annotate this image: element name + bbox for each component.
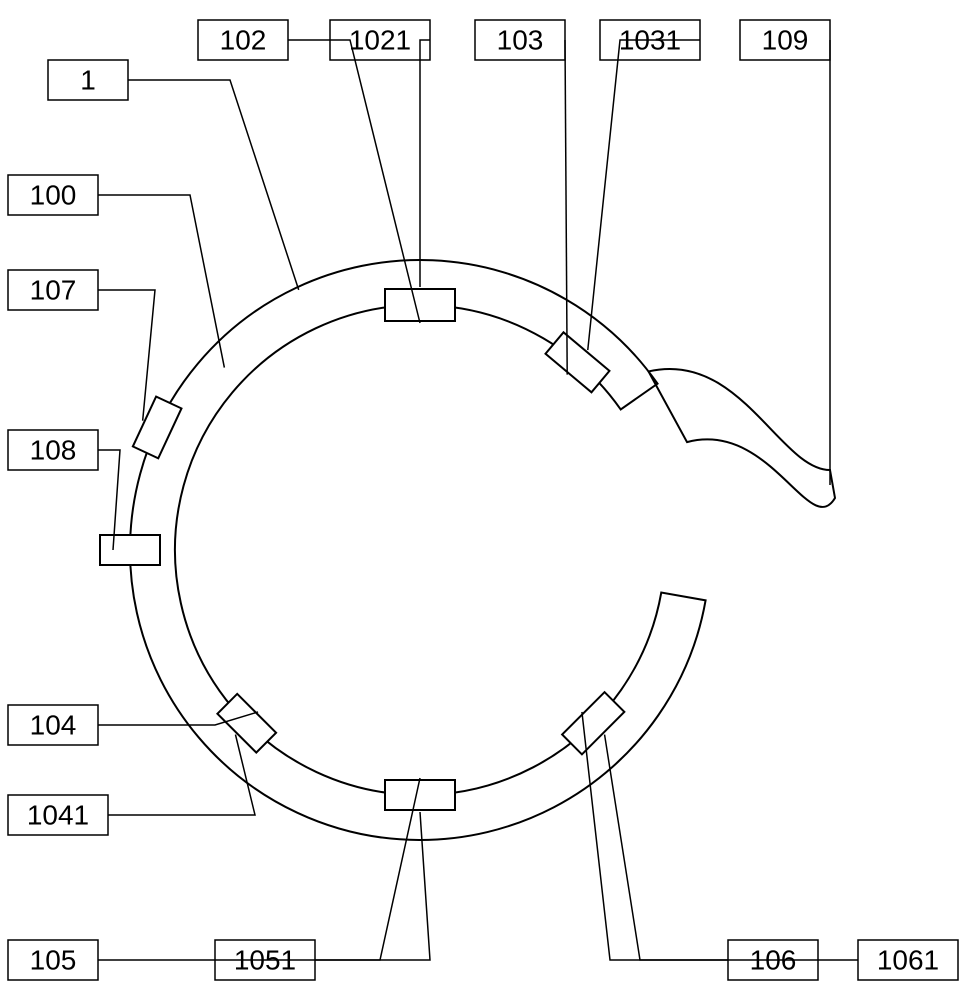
callout-labels: 1 102 1021 103 1031 109 100 107 108 104 1041 105 105… [8, 20, 958, 980]
diagram-canvas: 1 102 1021 103 1031 109 100 107 108 104 1041 105 105… [0, 0, 967, 1000]
callout-label-107: 107 [30, 275, 77, 306]
callout-lead [108, 735, 255, 815]
callout-label-108: 108 [30, 435, 77, 466]
ring-nodes [100, 289, 624, 810]
callout-lead [98, 195, 224, 368]
callout-lead [98, 778, 420, 960]
callout-lead [288, 40, 420, 323]
callout-label-103: 103 [497, 25, 544, 56]
callout-label-109: 109 [762, 25, 809, 56]
callout-label-1061: 1061 [877, 945, 939, 976]
callout-leads [98, 40, 858, 960]
callout-lead [420, 40, 430, 287]
callout-label-1051: 1051 [234, 945, 296, 976]
callout-label-106: 106 [750, 945, 797, 976]
callout-label-105: 105 [30, 945, 77, 976]
callout-lead [98, 290, 155, 421]
callout-label-1041: 1041 [27, 800, 89, 831]
callout-label-1: 1 [80, 65, 96, 96]
callout-label-100: 100 [30, 180, 77, 211]
callout-label-1031: 1031 [619, 25, 681, 56]
callout-label-1021: 1021 [349, 25, 411, 56]
callout-lead [315, 812, 430, 960]
callout-label-104: 104 [30, 710, 77, 741]
callout-lead [582, 712, 728, 960]
callout-lead [128, 80, 299, 290]
callout-lead [565, 40, 567, 375]
callout-lead [605, 735, 858, 960]
callout-lead [588, 40, 700, 350]
callout-label-102: 102 [220, 25, 267, 56]
ring-shape [130, 260, 835, 840]
